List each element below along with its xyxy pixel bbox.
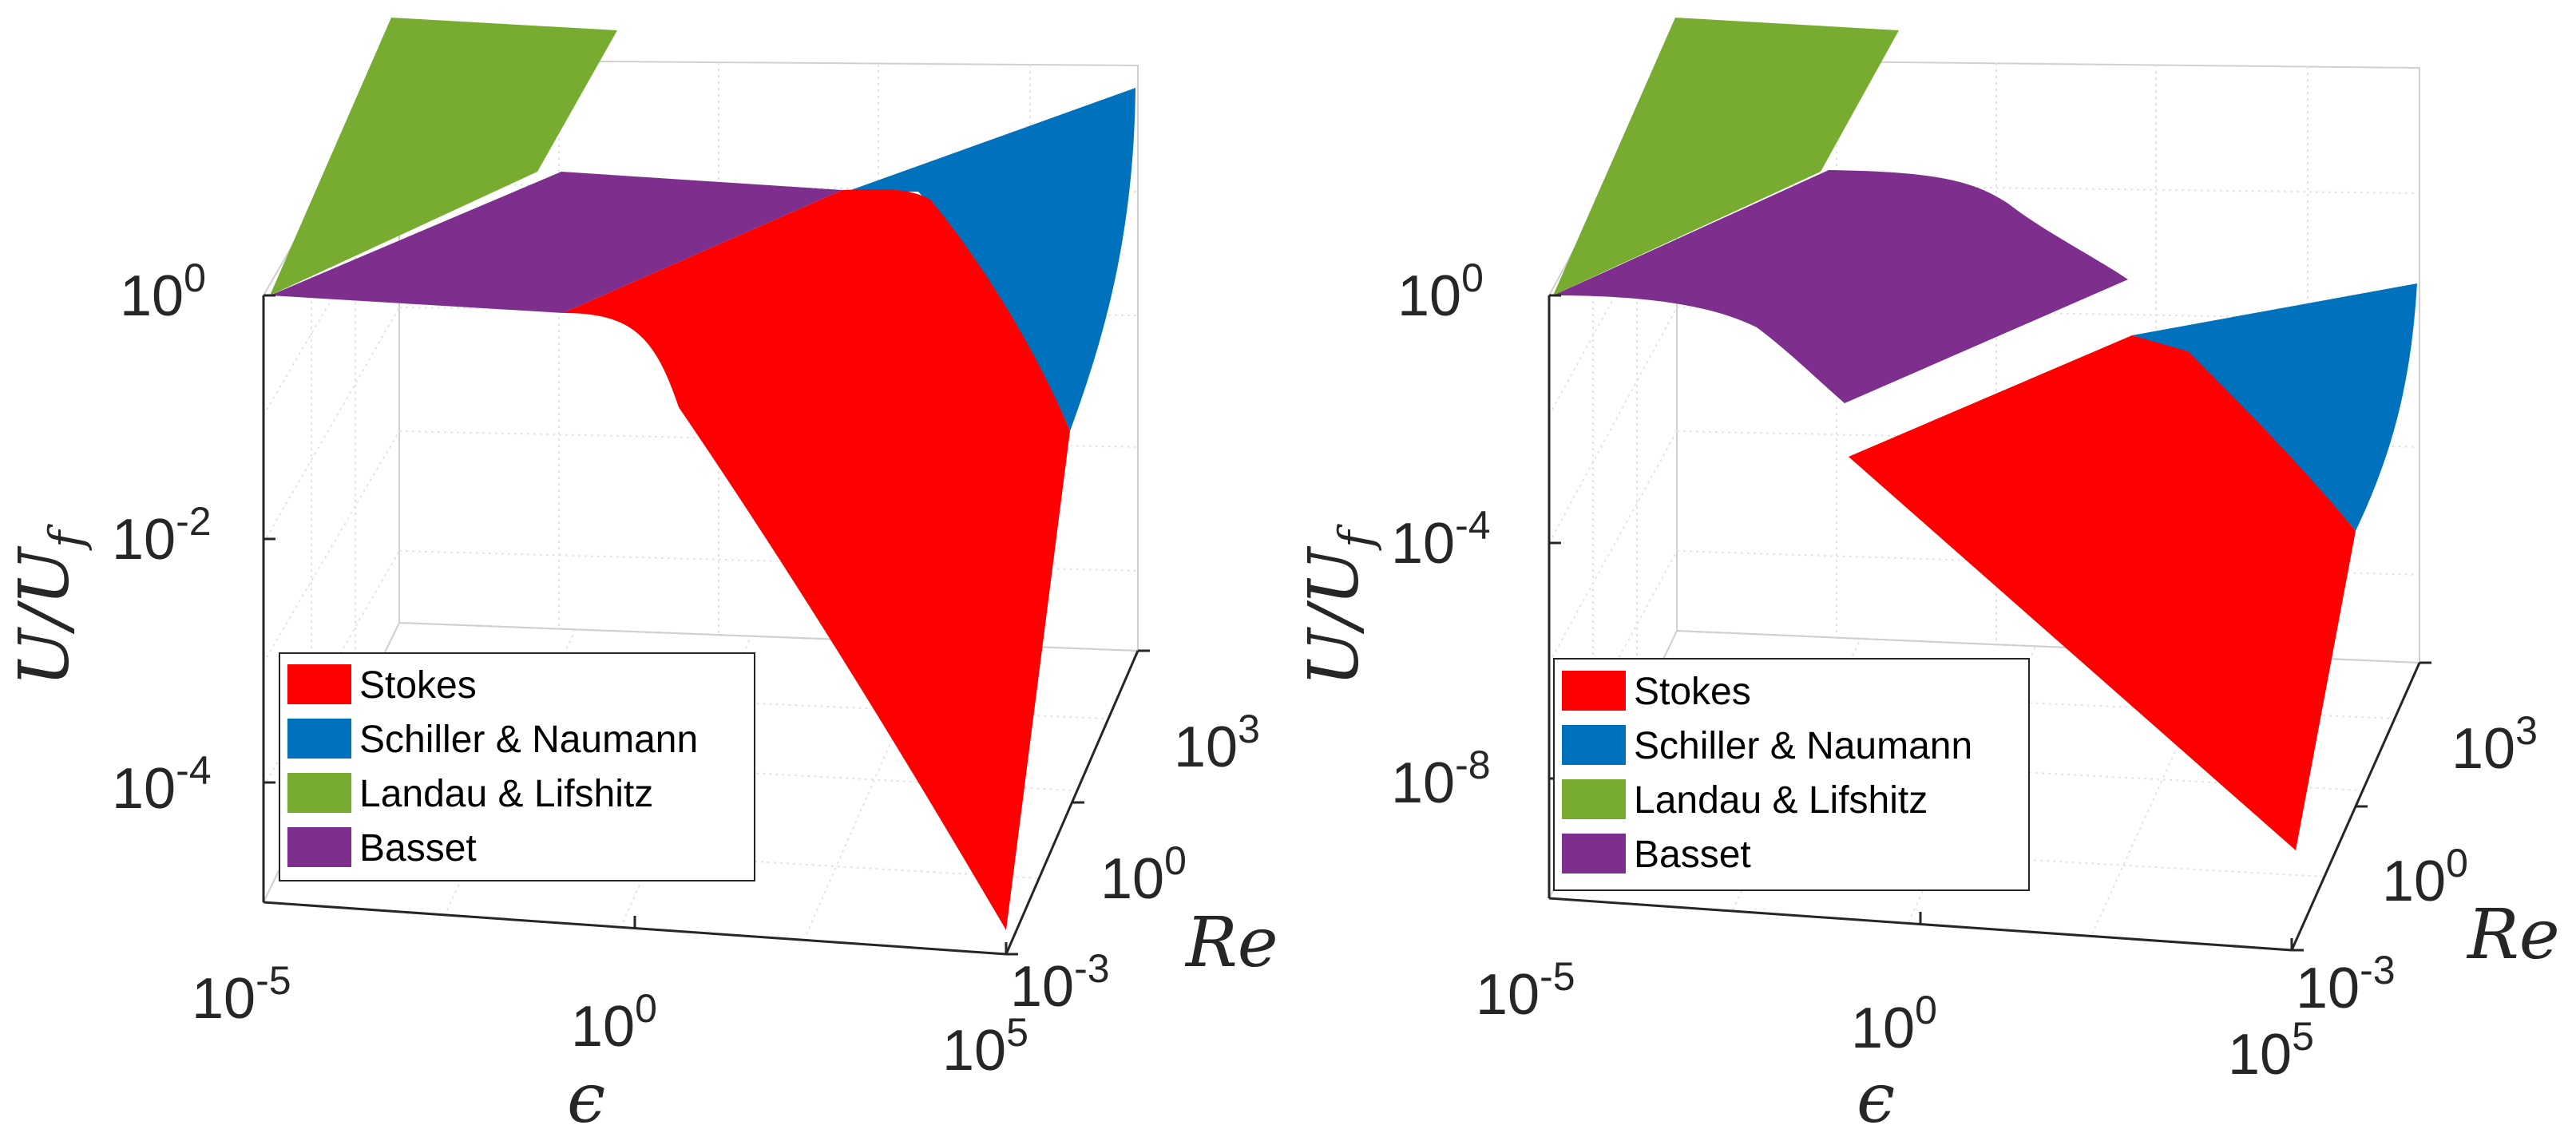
right-legend-swatch-landau-lifshitz [1562, 779, 1626, 819]
left-x-tick-0: 10-5 [192, 958, 291, 1031]
left-z-tick-0: 100 [120, 256, 206, 328]
right-z-tick-0: 100 [1397, 256, 1484, 328]
left-panel: 100 10-2 10-4 10-5 100 105 10-3 100 103 … [5, 18, 1278, 1133]
right-surface-basset [1553, 170, 2128, 403]
right-axes [1548, 294, 2431, 952]
left-legend-swatch-schiller-naumann [287, 719, 351, 759]
left-z-tick-1: 10-2 [112, 499, 212, 572]
left-legend-swatch-basset [287, 827, 351, 867]
left-surface-schiller-naumann [846, 88, 1135, 431]
right-x-axis-label: ϵ [1857, 1059, 1895, 1133]
left-legend-label-stokes: Stokes [359, 664, 477, 707]
right-legend-label-schiller-naumann: Schiller & Naumann [1634, 725, 1972, 767]
right-surface-stokes [1849, 335, 2356, 850]
left-legend-label-landau-lifshitz: Landau & Lifshitz [359, 773, 653, 815]
right-y-tick-0: 10-3 [2296, 948, 2396, 1020]
left-z-tick-2: 10-4 [112, 748, 212, 821]
left-x-tick-1: 100 [571, 986, 657, 1059]
right-y-axis-label: Re [2466, 895, 2560, 975]
left-x-tick-2: 105 [942, 1010, 1028, 1083]
left-tick-labels: 100 10-2 10-4 10-5 100 105 10-3 100 103 [112, 256, 1260, 1083]
right-legend-label-stokes: Stokes [1634, 671, 1751, 713]
left-axes [262, 294, 1150, 956]
right-x-tick-1: 100 [1851, 988, 1937, 1060]
right-legend-swatch-stokes [1562, 671, 1626, 711]
left-surface-stokes [563, 189, 1070, 931]
right-surfaces [1553, 18, 2417, 850]
left-y-tick-0: 10-3 [1010, 946, 1110, 1019]
left-x-axis [263, 901, 1007, 956]
left-z-axis-label: U/Uf [5, 523, 93, 687]
right-z-tick-2: 10-8 [1391, 743, 1491, 815]
left-y-tick-1: 100 [1100, 838, 1187, 911]
left-legend-label-schiller-naumann: Schiller & Naumann [359, 719, 698, 761]
left-surfaces [270, 18, 1135, 931]
right-z-tick-1: 10-4 [1391, 503, 1491, 576]
right-surface-landau-lifshitz [1553, 18, 1899, 295]
right-legend-box [1553, 658, 2030, 891]
left-surface-basset [270, 172, 842, 313]
left-x-axis-label: ϵ [567, 1059, 605, 1133]
left-legend-label-basset: Basset [359, 827, 477, 870]
right-x-tick-2: 105 [2228, 1014, 2314, 1087]
left-legend-swatch-landau-lifshitz [287, 773, 351, 813]
right-y-tick-2: 103 [2451, 708, 2538, 781]
right-tick-labels: 100 10-4 10-8 10-5 100 105 10-3 100 103 [1391, 256, 2538, 1087]
left-x-tick-marks [262, 890, 1008, 954]
left-z-tick-marks [264, 294, 275, 784]
right-y-tick-marks [2292, 661, 2431, 952]
right-legend-swatch-schiller-naumann [1562, 725, 1626, 765]
right-panel: 100 10-4 10-8 10-5 100 105 10-3 100 103 … [1294, 18, 2560, 1133]
left-legend-swatch-stokes [287, 664, 351, 704]
right-x-tick-marks [1548, 886, 2293, 950]
right-x-axis [1548, 897, 2293, 952]
right-y-tick-1: 100 [2382, 841, 2468, 913]
left-y-axis [1005, 650, 1139, 955]
right-legend[interactable]: Stokes Schiller & Naumann Landau & Lifsh… [1553, 658, 2030, 891]
left-legend[interactable]: Stokes Schiller & Naumann Landau & Lifsh… [279, 652, 755, 881]
right-legend-swatch-basset [1562, 834, 1626, 874]
right-surface-schiller-naumann [2132, 283, 2417, 531]
right-x-tick-0: 10-5 [1476, 954, 1575, 1027]
left-legend-box [279, 652, 755, 881]
right-legend-label-basset: Basset [1634, 834, 1751, 876]
left-y-tick-marks [1006, 649, 1150, 956]
right-legend-label-landau-lifshitz: Landau & Lifshitz [1634, 779, 1928, 822]
left-y-axis-label: Re [1184, 903, 1278, 983]
left-y-tick-2: 103 [1174, 707, 1260, 779]
right-z-axis-label: U/Uf [1294, 523, 1383, 687]
left-surface-landau-lifshitz [270, 18, 617, 295]
